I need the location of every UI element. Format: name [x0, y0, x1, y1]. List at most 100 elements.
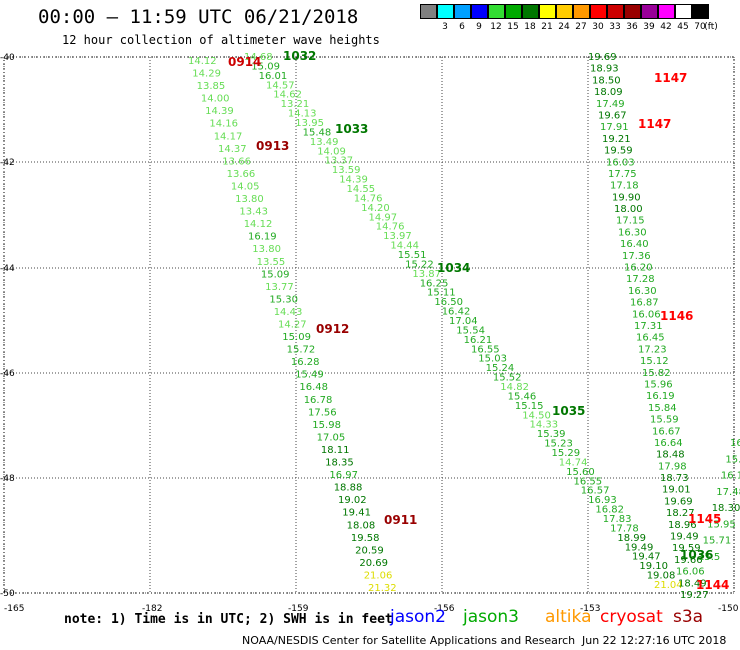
track-b-value: 17.83	[603, 514, 632, 525]
track-c-value: 17.31	[634, 321, 663, 332]
track-d-value: 16	[730, 438, 740, 449]
track-a-value: 20.69	[359, 558, 388, 569]
scale-unit: (ft)	[704, 22, 718, 32]
map-title: 00:00 – 11:59 UTC 06/21/2018	[38, 6, 359, 28]
track-a-value: 14.12	[188, 56, 217, 67]
track-a-value: 15.98	[312, 420, 341, 431]
track-b-value: 14.20	[361, 203, 390, 214]
scale-swatch	[658, 4, 675, 19]
track-b-value: 15.39	[537, 429, 566, 440]
track-a-value: 14.17	[214, 131, 243, 142]
track-b-value: 13.21	[281, 99, 310, 110]
scale-swatch	[556, 4, 573, 19]
scale-label: 70	[694, 22, 706, 32]
scale-swatch	[437, 4, 454, 19]
axis-tick-labels: -165 -182 -159 -156 -153 -150 -40 -42 -44 -46 -48 -…	[0, 53, 739, 614]
track-c-value: 18.50	[592, 75, 621, 86]
track-b-value: 13.37	[325, 156, 354, 167]
track-c-value: 18.27	[666, 508, 695, 519]
track-b-value: 14.76	[376, 222, 405, 233]
generation-timestamp: Jun 22 12:27:16 UTC 2018	[582, 634, 727, 647]
track-c-value: 17.23	[638, 344, 667, 355]
track-a-value: 17.05	[317, 432, 346, 443]
track-b-value: 14.57	[266, 80, 295, 91]
track-b-value: 15.09	[251, 61, 280, 72]
track-a-value: 13.43	[239, 207, 268, 218]
track-c-value: 16.64	[654, 438, 683, 449]
lat-tick-label: -50	[0, 589, 15, 599]
scale-swatch	[692, 4, 709, 19]
track-a-value: 16.48	[299, 382, 328, 393]
map-frame	[3, 56, 735, 594]
track-a-value: 15.49	[295, 370, 324, 381]
track-b-value: 13.59	[332, 165, 361, 176]
track-b-value: 15.54	[456, 325, 485, 336]
legend-cryosat: cryosat	[600, 607, 663, 627]
track-a-value: 15.09	[282, 332, 311, 343]
pass-label: 1147	[638, 117, 671, 131]
track-a-value: 16.78	[304, 395, 333, 406]
pass-label: 1146	[660, 309, 693, 323]
lon-tick-label: -156	[434, 604, 455, 614]
pass-label: 1147	[654, 71, 687, 85]
track-c-value: 19.27	[680, 590, 709, 601]
track-c-value: 19.59	[604, 146, 633, 157]
track-b-value: 14.82	[500, 382, 529, 393]
track-c-value: 17.15	[616, 216, 645, 227]
track-b-value: 17.04	[449, 316, 478, 327]
track-c-value: 16.03	[606, 157, 635, 168]
lon-tick-label: -182	[142, 604, 162, 614]
track-a-value: 13.66	[227, 169, 256, 180]
track-b-value: 16.42	[442, 307, 471, 318]
map-subtitle: 12 hour collection of altimeter wave hei…	[62, 33, 380, 47]
track-c-value: 15.59	[650, 415, 679, 426]
track-c-value: 18.93	[590, 64, 619, 75]
track-b-value: 16.93	[588, 495, 617, 506]
track-a-value: 16.28	[291, 357, 320, 368]
scale-label: 3	[442, 22, 448, 32]
legend-jason3: jason3	[463, 607, 519, 627]
scale-swatch	[522, 4, 539, 19]
lat-tick-label: -42	[0, 158, 15, 168]
track-a-value: 14.16	[209, 119, 238, 130]
track-b-value: 13.95	[295, 118, 324, 129]
track-b-value: 16.82	[595, 505, 624, 516]
track-b-value: 19.49	[625, 542, 654, 553]
scale-swatch	[488, 4, 505, 19]
track-c-value: 19.69	[588, 52, 617, 63]
track-b-value: 14.62	[273, 90, 302, 101]
track-b-value: 15.48	[303, 127, 332, 138]
track-c-value: 15.96	[644, 380, 673, 391]
track-b-value: 15.24	[486, 363, 515, 374]
track-a-value: 21.32	[368, 583, 397, 594]
scale-label: 24	[558, 22, 570, 32]
track-b-value: 17.78	[610, 523, 639, 534]
track-b-value: 15.52	[493, 373, 522, 384]
track-c-value: 19.01	[662, 485, 691, 496]
track-c-value: 17.36	[622, 251, 651, 262]
track-a-value: 18.11	[321, 445, 350, 456]
lat-tick-label: -40	[0, 53, 15, 63]
track-c-value: 17.28	[626, 274, 655, 285]
map-note: note: 1) Time is in UTC; 2) SWH is in fe…	[64, 612, 393, 627]
track-c-value: 16.06	[632, 309, 661, 320]
scale-label: 12	[490, 22, 502, 32]
lon-tick-label: -150	[718, 604, 739, 614]
track-b-value: 19.47	[632, 552, 661, 563]
track-c-value: 15.84	[648, 403, 677, 414]
track-c-value: 16.67	[652, 426, 681, 437]
track-b-value: 15.29	[552, 448, 581, 459]
track-b-value: 14.33	[530, 420, 559, 431]
track-a-value: 13.77	[265, 282, 294, 293]
track-a-value: 13.80	[235, 194, 264, 205]
track-c-value: 18.73	[660, 473, 689, 484]
pass-label: 0912	[316, 322, 349, 336]
track-c-value: 16.30	[628, 286, 657, 297]
scale-label: 6	[459, 22, 465, 32]
track-c-value: 19.66	[674, 555, 703, 566]
track-c-value: 19.49	[670, 532, 699, 543]
track-b-value: 16.57	[581, 486, 610, 497]
track-c-value: 18.00	[614, 204, 643, 215]
pass-id-labels: 0914 0913 0912 0911 1032 1033 1034 1035 1036 1147…	[228, 49, 729, 592]
